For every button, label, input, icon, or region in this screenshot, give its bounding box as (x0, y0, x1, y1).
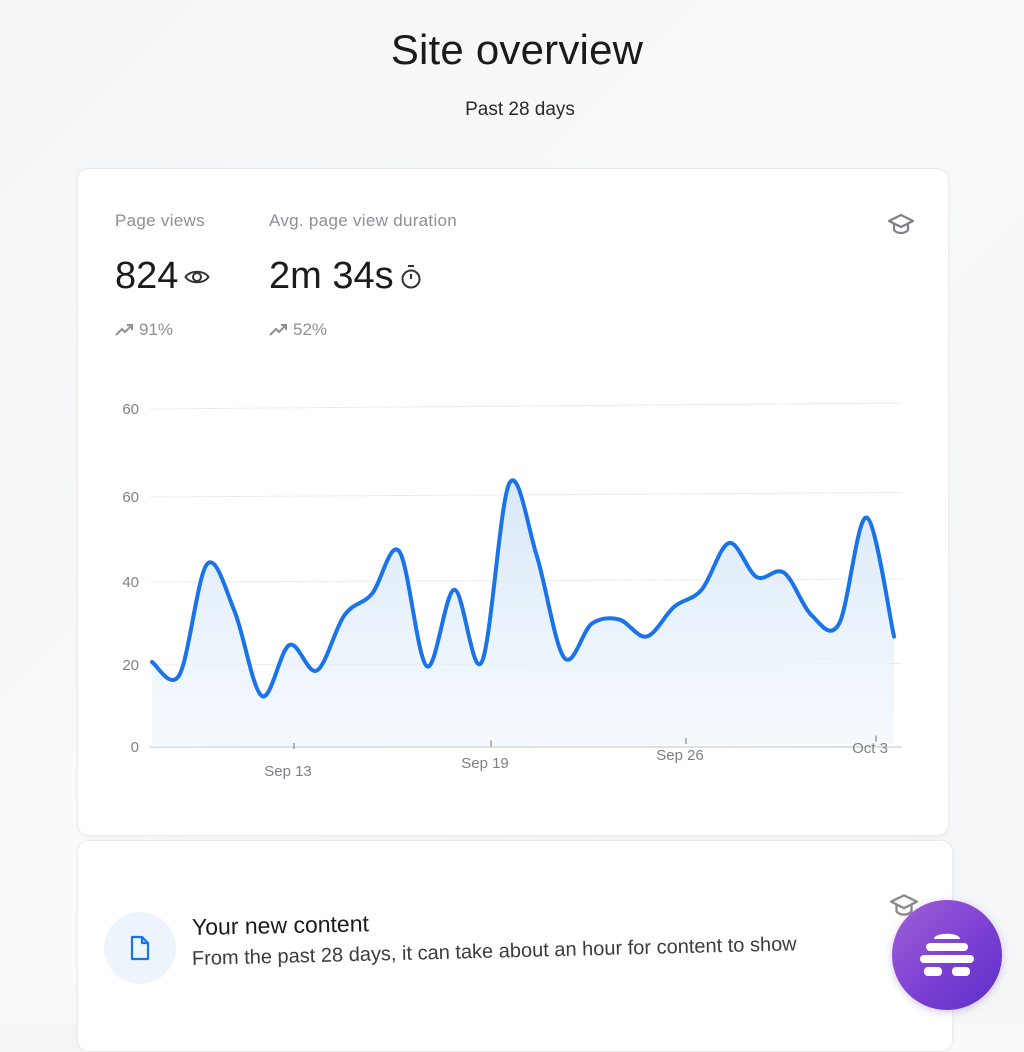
avg-duration-metric[interactable]: Avg. page view duration 2m 34s 52% (269, 211, 457, 340)
document-icon (130, 935, 150, 961)
school-icon[interactable] (887, 211, 915, 239)
beehive-icon (920, 933, 974, 976)
chart-gridline (149, 492, 903, 498)
y-tick-label: 60 (122, 489, 139, 506)
chart-area-fill (152, 480, 894, 747)
eye-icon (184, 270, 211, 283)
page-views-value-row: 824 (115, 255, 211, 298)
beehive-logo-button[interactable] (892, 900, 1002, 1010)
y-tick-label: 20 (122, 657, 139, 674)
page-subtitle: Past 28 days (465, 99, 575, 120)
page-title: Site overview (390, 26, 644, 73)
x-tick-label: Sep 26 (656, 747, 704, 764)
trending-up-icon (115, 324, 133, 336)
trending-up-icon (269, 324, 287, 336)
y-tick-label: 0 (131, 739, 139, 756)
avg-duration-trend-value: 52% (293, 320, 328, 339)
page-views-chart: 0 20 40 60 60 Sep 13 Sep 19 Sep 26 Oct 3 (122, 401, 903, 780)
timer-icon (401, 264, 421, 288)
chart-series-line (150, 478, 896, 699)
y-tick-label: 40 (122, 574, 139, 591)
y-tick-label: 60 (122, 401, 139, 418)
chart-gridline (149, 402, 903, 410)
page-views-trend: 91% (115, 320, 210, 340)
avg-duration-trend: 52% (269, 320, 457, 340)
page-views-value: 824 (115, 255, 179, 297)
page-views-trend-value: 91% (139, 320, 174, 339)
new-content-card[interactable] (77, 840, 953, 1052)
x-tick-label: Oct 3 (852, 740, 888, 757)
avg-duration-label: Avg. page view duration (269, 211, 458, 230)
avg-duration-value: 2m 34s (269, 255, 394, 297)
page-views-metric[interactable]: Page views 824 91% (115, 211, 211, 340)
avg-duration-value-row: 2m 34s (269, 255, 457, 298)
new-content-title: Your new content (191, 910, 370, 940)
page-views-label: Page views (115, 211, 205, 230)
x-tick-label: Sep 13 (264, 763, 312, 780)
document-badge (104, 912, 176, 984)
x-tick-label: Sep 19 (461, 755, 509, 772)
